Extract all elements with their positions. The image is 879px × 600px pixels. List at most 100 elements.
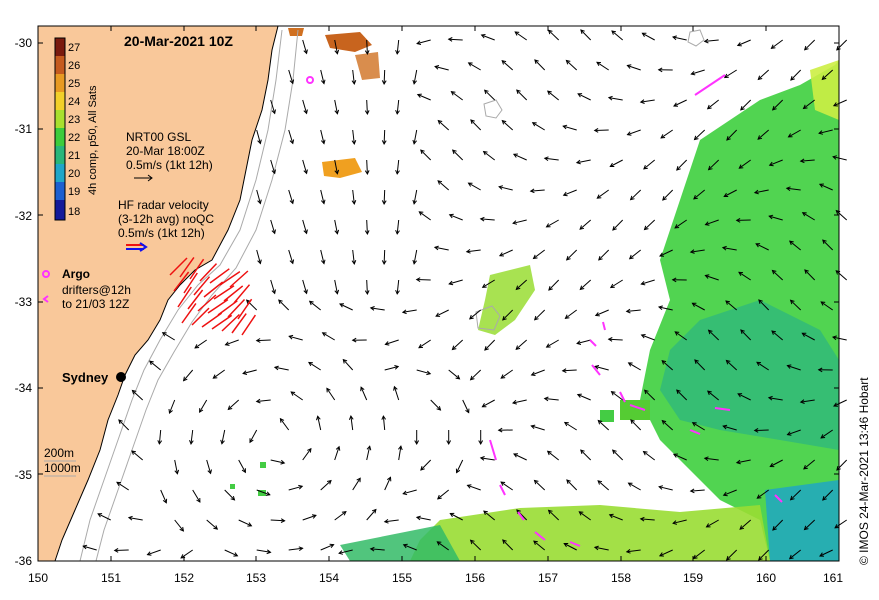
current-arrowhead [242, 370, 248, 375]
current-arrowhead [470, 119, 475, 124]
current-arrowhead [659, 252, 665, 257]
current-arrowhead [316, 415, 321, 421]
current-arrow [803, 99, 816, 109]
current-arrow [383, 189, 386, 205]
legend-argo: Argo drifters@12h to 21/03 12Z [42, 267, 131, 311]
current-arrowhead [756, 494, 762, 499]
sst-patch-orange-4 [288, 28, 304, 36]
current-arrow [448, 38, 463, 41]
current-arrowhead [478, 440, 484, 446]
drifter-track [602, 321, 606, 331]
current-arrow [692, 302, 705, 311]
current-arrowhead [437, 119, 443, 125]
current-arrowhead [271, 229, 276, 235]
current-arrowhead [546, 450, 552, 456]
legend-gsl: NRT00 GSL 20-Mar 18:00Z 0.5m/s (1kt 12h) [126, 130, 213, 182]
current-arrow [334, 219, 338, 234]
current-arrowhead [479, 216, 485, 222]
current-arrow [533, 249, 546, 259]
current-arrow [658, 306, 673, 311]
current-arrow [818, 129, 833, 134]
current-arrowhead [381, 80, 387, 86]
colorbar-tick: 22 [68, 132, 80, 144]
current-arrow [579, 511, 591, 521]
current-arrowhead [279, 417, 285, 423]
current-arrowhead [547, 29, 553, 35]
current-arrowhead [820, 301, 826, 306]
current-arrowhead [118, 419, 123, 424]
current-arrow [162, 332, 175, 341]
current-arrowhead [364, 290, 370, 296]
current-arrow [659, 249, 673, 257]
current-arrowhead [693, 195, 698, 200]
current-arrowhead [704, 274, 710, 279]
current-arrowhead [501, 119, 507, 125]
current-arrow [256, 129, 261, 144]
current-arrow [579, 219, 592, 230]
current-arrow [531, 425, 545, 431]
current-arrowhead [596, 61, 602, 67]
current-arrowhead [580, 29, 585, 34]
current-arrow [288, 69, 294, 84]
current-arrowhead [466, 484, 472, 489]
current-arrow [564, 422, 577, 431]
current-arrow [673, 99, 687, 107]
current-arrow [302, 99, 308, 114]
x-tick-label: 158 [611, 571, 631, 585]
x-tick-label: 154 [319, 571, 339, 585]
current-arrow [513, 453, 527, 461]
current-arrowhead [342, 358, 348, 364]
current-arrow [566, 479, 578, 491]
current-arrow [383, 249, 386, 265]
current-arrowhead [546, 90, 552, 96]
current-arrow [206, 519, 218, 530]
current-arrowhead [255, 398, 261, 404]
current-arrowhead [320, 139, 326, 145]
current-arrow [470, 369, 482, 381]
current-arrowhead [771, 105, 777, 111]
current-arrow [385, 339, 399, 345]
current-arrowhead [757, 75, 763, 81]
current-arrow [820, 301, 833, 311]
current-arrowhead [207, 469, 212, 475]
current-arrow [396, 219, 400, 234]
current-arrowhead [723, 192, 729, 197]
current-arrowhead [834, 524, 840, 529]
current-arrow [722, 247, 737, 251]
current-arrowhead [247, 522, 253, 527]
legend-argo-label: Argo [62, 267, 90, 281]
current-arrow [256, 399, 271, 402]
current-arrow [320, 129, 325, 144]
current-arrowhead [418, 211, 424, 216]
current-arrowhead [351, 80, 357, 85]
current-arrow [772, 519, 784, 531]
current-arrow [726, 549, 738, 561]
legend-drifter-line2: to 21/03 12Z [62, 297, 129, 311]
plot-frame [37, 25, 840, 562]
current-arrow [595, 309, 609, 316]
hf-radar-arrow [203, 281, 224, 298]
current-arrow [532, 122, 545, 131]
current-arrow [434, 66, 449, 71]
current-arrow [456, 459, 464, 473]
legend-hf-line3: 0.5m/s (1kt 12h) [118, 226, 205, 240]
current-arrowhead [786, 431, 792, 436]
current-arrow [821, 69, 834, 80]
current-arrow [416, 39, 431, 45]
current-arrow [577, 394, 591, 401]
current-arrowhead [257, 199, 262, 205]
current-arrow [403, 489, 417, 495]
hf-radar-arrow [207, 298, 229, 314]
current-arrowhead [705, 523, 711, 528]
current-arrow [342, 359, 354, 371]
current-arrowhead [596, 194, 602, 199]
current-arrow [147, 549, 161, 556]
current-arrowhead [576, 340, 582, 345]
current-arrow [370, 307, 385, 311]
current-arrow [548, 279, 560, 291]
current-arrow [131, 450, 144, 461]
current-arrow [630, 419, 642, 431]
current-arrow [835, 210, 848, 221]
hf-radar-arrow [177, 286, 192, 308]
current-arrowhead [804, 269, 809, 274]
